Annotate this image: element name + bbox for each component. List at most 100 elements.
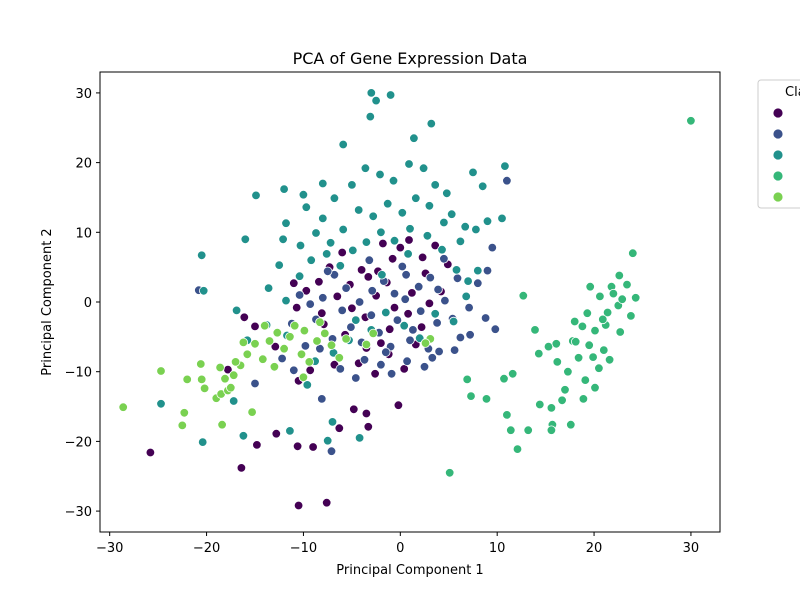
data-point-class-3-34 [512, 444, 523, 454]
data-point-class-0-5 [292, 441, 303, 452]
data-point-class-3-44 [518, 291, 529, 301]
legend-marker-4 [772, 191, 784, 203]
data-point-class-1-7 [300, 341, 311, 351]
data-point-class-4-2 [177, 420, 188, 431]
data-point-class-4-31 [215, 362, 225, 373]
data-point-class-3-6 [585, 282, 595, 292]
data-point-class-0-27 [395, 242, 406, 253]
data-point-class-0-53 [424, 298, 435, 309]
data-point-class-1-5 [277, 353, 287, 364]
data-point-class-3-12 [590, 325, 600, 336]
data-point-class-0-51 [289, 278, 299, 288]
data-point-class-0-39 [385, 324, 395, 334]
data-point-class-0-57 [337, 247, 347, 258]
data-point-class-3-1 [628, 248, 638, 258]
data-point-class-1-10 [337, 305, 347, 316]
data-point-class-4-24 [304, 357, 315, 367]
data-point-class-2-12 [301, 202, 312, 212]
data-point-class-0-14 [239, 312, 250, 323]
data-point-class-4-11 [226, 383, 236, 393]
data-point-class-2-74 [354, 433, 365, 443]
data-point-class-2-30 [471, 224, 481, 235]
data-point-class-2-11 [281, 218, 291, 228]
points-layer [118, 88, 696, 511]
data-point-class-1-47 [402, 356, 412, 366]
data-point-class-3-21 [563, 367, 573, 377]
data-point-class-3-33 [523, 425, 533, 435]
data-point-class-3-10 [626, 311, 636, 321]
data-point-class-2-85 [448, 316, 459, 327]
data-point-class-2-44 [274, 260, 284, 270]
data-point-class-0-56 [314, 277, 324, 287]
data-point-class-2-61 [196, 250, 207, 261]
data-point-class-4-19 [272, 328, 283, 338]
data-point-class-4-26 [320, 328, 330, 339]
data-point-class-4-3 [179, 408, 190, 418]
legend-marker-3 [772, 170, 784, 182]
data-point-class-1-28 [487, 242, 498, 253]
data-point-class-4-17 [258, 354, 268, 364]
data-point-class-2-82 [399, 321, 409, 331]
data-point-class-2-0 [366, 88, 377, 98]
data-point-class-4-28 [334, 353, 345, 363]
data-point-class-4-23 [296, 349, 307, 360]
data-point-class-2-1 [385, 90, 396, 100]
y-axis-label: Principal Component 2 [40, 228, 55, 375]
data-point-class-2-35 [397, 208, 408, 218]
data-point-class-0-43 [305, 365, 315, 376]
data-point-class-4-30 [247, 407, 257, 417]
data-point-class-1-39 [341, 283, 351, 293]
data-point-class-0-13 [250, 321, 260, 332]
data-point-class-4-12 [228, 370, 239, 380]
data-point-class-1-1 [289, 365, 299, 376]
data-point-class-4-22 [290, 321, 300, 331]
data-point-class-4-4 [182, 374, 192, 385]
data-point-class-0-18 [301, 286, 312, 296]
data-point-class-2-48 [306, 255, 316, 265]
data-point-class-2-6 [338, 139, 348, 150]
x-axis-ticks: −30 −20 −10 0 10 20 30 [96, 532, 699, 556]
data-point-class-2-10 [251, 190, 261, 201]
data-point-class-1-27 [482, 265, 493, 276]
data-point-class-2-53 [376, 227, 386, 238]
legend-marker-1 [772, 128, 784, 140]
data-point-class-4-40 [361, 339, 372, 350]
y-tick-label: 10 [75, 226, 92, 241]
data-point-class-2-9 [279, 184, 289, 194]
data-point-class-4-38 [269, 362, 280, 372]
data-point-class-2-46 [281, 295, 291, 306]
data-point-class-2-60 [240, 234, 251, 245]
data-point-class-3-52 [445, 468, 455, 478]
data-point-class-2-18 [388, 175, 399, 186]
data-point-class-2-81 [381, 307, 391, 318]
data-point-class-2-52 [361, 237, 372, 247]
data-point-class-3-47 [608, 288, 619, 299]
data-point-class-1-61 [364, 255, 375, 265]
data-point-class-3-27 [557, 395, 567, 406]
y-tick-label: −10 [65, 366, 92, 381]
data-point-class-0-6 [271, 429, 282, 439]
data-point-class-3-2 [614, 270, 625, 281]
data-point-class-1-53 [490, 324, 501, 334]
x-tick-label: 20 [586, 541, 603, 556]
data-point-class-1-29 [502, 175, 512, 186]
data-point-class-1-24 [455, 332, 466, 343]
data-point-class-2-84 [430, 309, 440, 319]
data-point-class-2-15 [347, 180, 357, 190]
data-point-class-0-22 [356, 265, 367, 275]
data-point-class-3-24 [560, 385, 570, 395]
data-point-class-1-45 [376, 360, 386, 370]
data-point-class-1-25 [464, 302, 474, 313]
data-point-class-2-49 [322, 249, 332, 259]
data-point-class-1-57 [381, 347, 391, 357]
data-point-class-3-3 [622, 279, 632, 290]
data-point-class-1-49 [434, 346, 444, 357]
data-point-class-2-4 [409, 133, 419, 143]
data-point-class-0-58 [378, 238, 388, 249]
data-point-class-2-50 [335, 261, 346, 271]
data-point-class-3-8 [595, 291, 605, 302]
x-tick-label: 0 [396, 541, 404, 556]
data-point-class-4-16 [250, 339, 260, 349]
data-point-class-1-35 [389, 288, 400, 299]
